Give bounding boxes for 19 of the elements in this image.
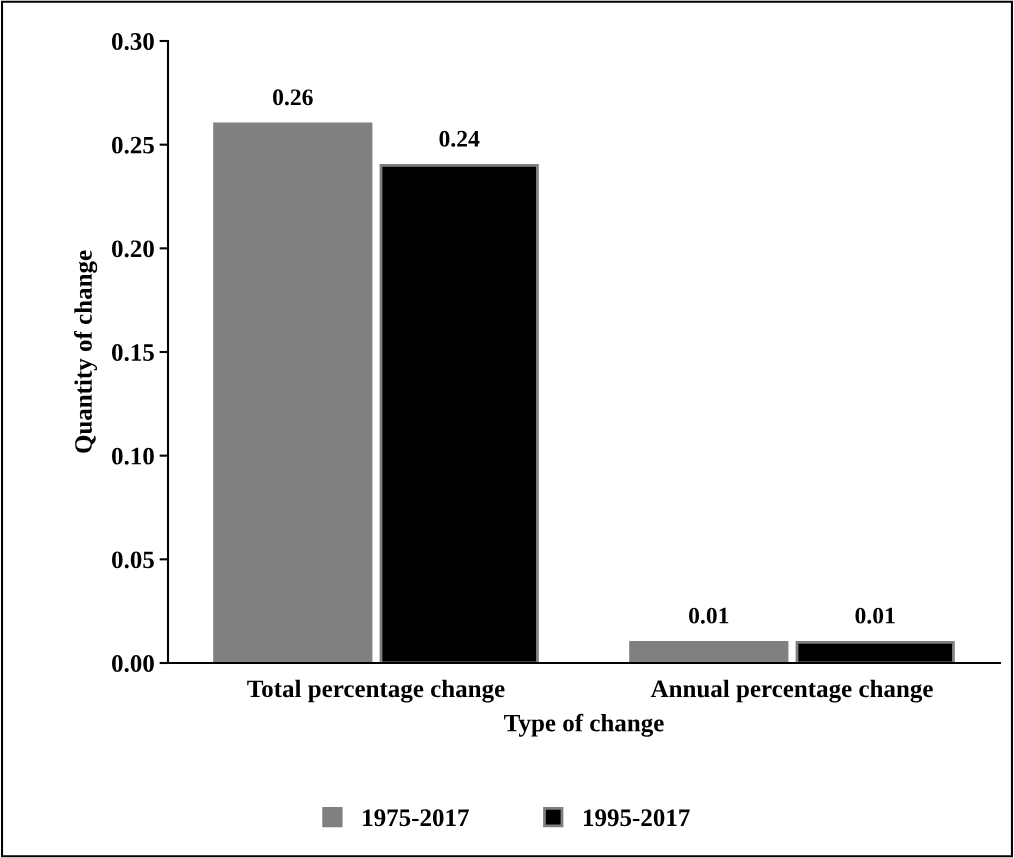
- data-label: 0.26: [273, 89, 313, 106]
- data-label: 0.24: [439, 130, 480, 147]
- y-tick-label: 0.05: [112, 551, 154, 569]
- y-tick-label: 0.20: [112, 240, 154, 258]
- x-tick-label: Total percentage change: [247, 679, 505, 703]
- y-tick-label: 0.15: [112, 344, 154, 362]
- data-label: 0.01: [855, 607, 895, 624]
- y-tick-label: 0.10: [112, 447, 154, 465]
- bar: [213, 122, 373, 663]
- bar: [629, 640, 789, 663]
- y-tick-label: 0.30: [112, 33, 154, 51]
- y-tick-label: 0.00: [112, 655, 154, 673]
- x-axis-title: Type of change: [504, 713, 664, 737]
- y-axis-title: Quantity of change: [74, 250, 98, 453]
- legend-label: 1995-2017: [584, 809, 690, 827]
- x-tick-label: Annual percentage change: [650, 679, 933, 703]
- data-label: 0.01: [689, 607, 729, 624]
- y-tick-label: 0.25: [112, 136, 154, 154]
- legend-label: 1975-2017: [363, 809, 469, 827]
